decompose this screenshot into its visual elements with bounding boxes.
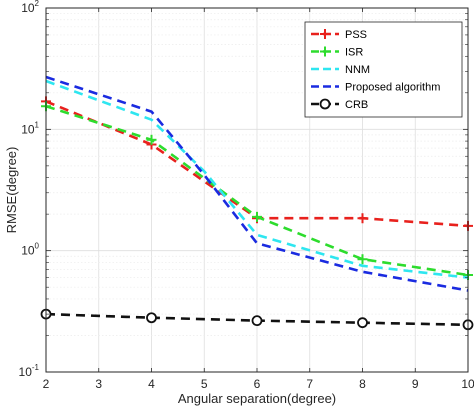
legend-item-proposed-algorithm: Proposed algorithm: [311, 82, 440, 94]
y-tick-base: 10: [21, 122, 35, 136]
legend-label: CRB: [345, 99, 368, 111]
y-tick-label: 10-1: [19, 363, 40, 379]
x-tick-label: 4: [148, 377, 155, 391]
y-tick-label: 100: [21, 242, 39, 258]
y-tick-exponent: -1: [32, 363, 40, 372]
legend-item-nnm: NNM: [311, 64, 370, 76]
y-tick-base: 10: [21, 1, 35, 15]
data-point-isr: [146, 134, 157, 145]
legend-box: [304, 21, 463, 118]
x-tick-labels: 2 3 4 5 6 7 8 9 10: [43, 377, 474, 391]
legend-label: ISR: [345, 47, 363, 59]
x-tick-label: 9: [412, 377, 419, 391]
legend-label: NNM: [345, 64, 370, 76]
axis-ticks: [45, 7, 469, 373]
y-tick-label: 101: [21, 120, 39, 136]
legend-item-isr: ISR: [311, 46, 363, 59]
legend: PSS ISR NNM Proposed algorithm CRB: [304, 21, 463, 118]
legend-label: PSS: [345, 29, 367, 41]
x-tick-label: 3: [95, 377, 102, 391]
series-proposed-algorithm: [45, 75, 469, 292]
legend-marker: [320, 29, 330, 39]
data-point-isr: [252, 211, 262, 222]
legend-item-crb: CRB: [311, 98, 368, 111]
data-point-pss: [357, 213, 368, 224]
data-point-isr: [357, 254, 368, 265]
series-nnm: [45, 79, 469, 279]
series-line-proposed-algorithm: [45, 75, 469, 292]
x-tick-label: 6: [254, 377, 261, 391]
x-axis-label: Angular separation(degree): [178, 391, 336, 406]
series-layer: [40, 75, 474, 331]
x-tick-label: 8: [359, 377, 366, 391]
x-tick-label: 5: [201, 377, 208, 391]
data-point-crb: [357, 317, 368, 329]
x-tick-label: 2: [43, 377, 50, 391]
y-axis-label: RMSE(degree): [4, 147, 19, 234]
data-point-crb: [146, 312, 157, 324]
legend-item-pss: PSS: [311, 29, 367, 41]
y-tick-base: 10: [21, 244, 35, 258]
y-tick-exponent: 1: [35, 120, 40, 129]
x-tick-label: 7: [306, 377, 313, 391]
data-point-crb: [251, 315, 263, 327]
y-tick-exponent: 2: [35, 0, 40, 8]
series-line-nnm: [45, 79, 469, 279]
legend-label: Proposed algorithm: [345, 82, 440, 94]
legend-marker: [319, 98, 331, 110]
legend-marker: [320, 46, 330, 57]
y-tick-label: 102: [21, 0, 39, 15]
y-tick-base: 10: [19, 365, 33, 379]
x-tick-label: 10: [461, 377, 474, 391]
y-tick-exponent: 0: [35, 242, 40, 251]
